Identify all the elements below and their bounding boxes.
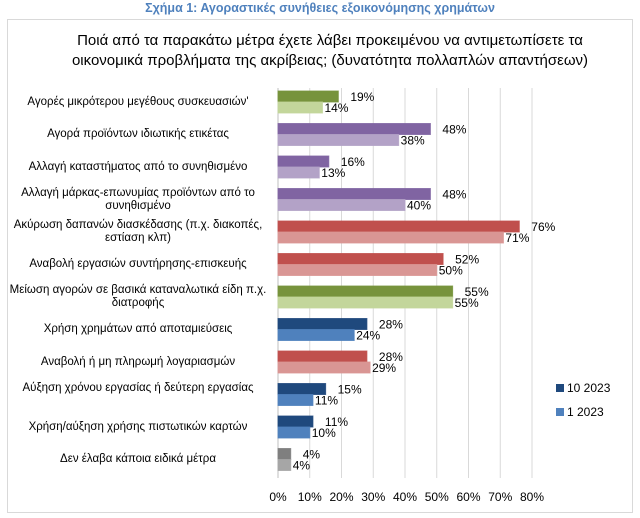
bar <box>277 350 368 363</box>
bar <box>277 459 292 471</box>
legend-item-10-2023: 10 2023 <box>556 381 610 395</box>
data-label: 52% <box>455 253 479 267</box>
data-label: 55% <box>465 285 489 299</box>
category-label: Ακύρωση δαπανών διασκέδασης (π.χ. διακοπ… <box>13 219 263 244</box>
x-tick-label: 20% <box>329 490 353 504</box>
data-label: 19% <box>350 90 374 104</box>
x-tick-label: 50% <box>425 490 449 504</box>
legend-item-1-2023: 1 2023 <box>556 405 604 419</box>
x-tick-label: 40% <box>393 490 417 504</box>
bar <box>277 166 320 179</box>
bar <box>277 253 444 265</box>
data-label: 55% <box>455 296 479 310</box>
category-label: Αλλαγή καταστήματος από το συνηθισμένο <box>28 160 248 173</box>
data-label: 28% <box>379 318 403 332</box>
bar <box>277 285 454 298</box>
category-label: Αλλαγή μάρκας-επωνυμίας προϊόντων από το… <box>21 186 255 212</box>
bar <box>277 329 355 341</box>
data-label: 4% <box>303 448 321 462</box>
data-label: 71% <box>505 231 529 245</box>
category-label: Αναβολή εργασιών συντήρησης-επισκευής <box>29 258 247 270</box>
x-tick-label: 70% <box>488 490 512 504</box>
data-label: 15% <box>338 383 362 397</box>
data-label: 28% <box>379 350 403 364</box>
data-label: 48% <box>442 123 466 137</box>
data-label: 10% <box>312 426 336 440</box>
bar <box>277 231 504 244</box>
bar <box>277 318 368 330</box>
bar <box>277 220 520 233</box>
chart-title: Ποιά από τα παρακάτω μέτρα έχετε λάβει π… <box>71 32 589 69</box>
data-label: 38% <box>401 134 425 148</box>
data-label: 40% <box>407 199 431 213</box>
data-label: 50% <box>439 264 463 278</box>
category-label: Αναβολή ή μη πληρωμή λογαριασμών <box>40 355 236 368</box>
bar <box>277 448 292 460</box>
bar <box>277 199 406 211</box>
legend-label: 10 2023 <box>567 381 611 395</box>
data-label: 13% <box>321 166 345 180</box>
legend-swatch <box>556 408 564 416</box>
x-tick-label: 80% <box>520 490 544 504</box>
x-tick-label: 60% <box>456 490 480 504</box>
x-tick-label: 10% <box>298 490 322 504</box>
chart-frame <box>7 19 633 513</box>
x-tick-label: 0% <box>269 490 287 504</box>
data-label: 11% <box>325 415 348 429</box>
legend-swatch <box>556 384 564 392</box>
bar <box>277 134 400 146</box>
legend-label: 1 2023 <box>567 405 604 419</box>
data-label: 11% <box>315 394 338 408</box>
figure-title: Σχήμα 1: Αγοραστικές συνήθειες εξοικονόμ… <box>145 1 495 15</box>
bar <box>277 394 314 406</box>
bar <box>277 264 438 276</box>
category-label: Μείωση αγορών σε βασικά καταναλωτικά είδ… <box>9 284 267 309</box>
category-label: Αγορά προϊόντων ιδιωτικής ετικέτας <box>47 128 229 140</box>
category-label: Χρήση/αύξηση χρήσης πιστωτικών καρτών <box>28 420 248 433</box>
x-tick-label: 30% <box>361 490 385 504</box>
category-label: Δεν έλαβα κάποια ειδικά μέτρα <box>60 453 216 465</box>
category-label: Αύξηση χρόνου εργασίας ή δεύτερη εργασία… <box>22 381 254 394</box>
data-label: 4% <box>293 459 311 473</box>
category-label: Χρήση χρημάτων από αποταμιεύσεις <box>43 323 233 335</box>
data-label: 14% <box>324 101 348 115</box>
bar <box>277 426 311 439</box>
bar <box>277 415 314 428</box>
bar <box>277 296 454 309</box>
category-label: Αγορές μικρότερου μεγέθους συσκευασιών' <box>27 95 249 108</box>
data-label: 76% <box>531 220 555 234</box>
data-label: 16% <box>341 155 365 169</box>
bar <box>277 101 323 114</box>
data-label: 24% <box>356 329 380 343</box>
bar <box>277 361 371 374</box>
data-label: 48% <box>442 188 466 202</box>
data-label: 29% <box>372 361 396 375</box>
